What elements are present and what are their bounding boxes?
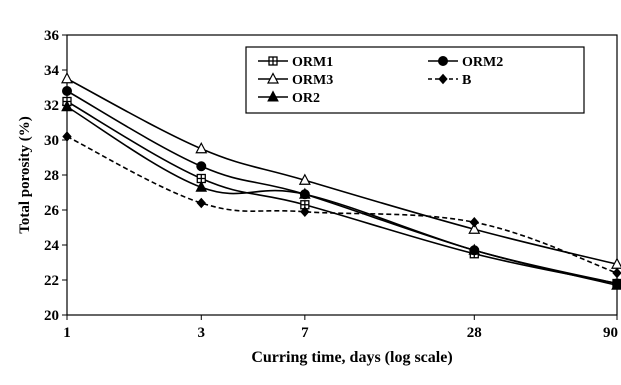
series-line-or2 xyxy=(66,106,618,287)
series-line-b xyxy=(66,135,618,274)
data-point-or2 xyxy=(611,278,621,290)
x-tick-label: 7 xyxy=(301,325,309,341)
x-tick-label: 90 xyxy=(603,325,618,341)
legend-marker-orm3 xyxy=(267,72,279,84)
legend-item-orm2: ORM2 xyxy=(428,55,503,70)
legend-marker-orm1 xyxy=(268,56,278,66)
series-or2 xyxy=(61,100,621,290)
legend-marker-orm2 xyxy=(438,56,448,66)
y-tick-label: 28 xyxy=(44,168,59,184)
series-layer xyxy=(61,71,621,290)
data-point-orm3 xyxy=(468,222,481,234)
data-point-b xyxy=(62,131,72,142)
x-tick-label: 1 xyxy=(63,325,71,341)
y-tick-label: 36 xyxy=(44,28,60,44)
data-point-b xyxy=(469,216,479,228)
data-point-orm3 xyxy=(61,71,73,84)
y-tick-label: 22 xyxy=(44,273,59,289)
legend-label-orm2: ORM2 xyxy=(462,55,503,70)
data-point-or2 xyxy=(61,100,73,112)
legend-label-orm3: ORM3 xyxy=(292,73,333,88)
legend-label-b: B xyxy=(462,73,471,88)
legend-item-orm1: ORM1 xyxy=(258,55,333,70)
series-orm1 xyxy=(62,96,621,289)
data-point-b xyxy=(612,267,621,279)
y-axis-title: Total porosity (%) xyxy=(17,116,33,234)
y-tick-label: 32 xyxy=(44,98,59,114)
legend-label-orm1: ORM1 xyxy=(292,55,333,70)
legend-marker-or2 xyxy=(267,90,279,102)
legend-item-orm3: ORM3 xyxy=(258,72,333,88)
data-point-b xyxy=(196,197,206,209)
y-tick-label: 20 xyxy=(44,308,59,324)
legend-item-b: B xyxy=(428,73,471,88)
y-tick-label: 34 xyxy=(44,63,60,79)
x-tick-label: 3 xyxy=(198,325,206,341)
legend-label-or2: OR2 xyxy=(292,91,320,106)
x-axis: 1 3 7 28 90 xyxy=(63,315,618,341)
legend: ORM1 ORM2 ORM3 B OR2 xyxy=(245,46,585,114)
x-tick-label: 28 xyxy=(467,325,482,341)
legend-item-or2: OR2 xyxy=(258,90,320,106)
data-point-orm3 xyxy=(195,141,208,154)
series-line-orm2 xyxy=(66,90,618,285)
legend-marker-b xyxy=(438,73,448,85)
data-point-orm3 xyxy=(298,173,311,185)
y-tick-label: 26 xyxy=(44,203,60,219)
legend-box xyxy=(245,46,585,114)
y-tick-label: 30 xyxy=(44,133,59,149)
x-axis-title: Curring time, days (log scale) xyxy=(251,349,452,366)
data-point-b xyxy=(300,206,310,218)
y-tick-label: 24 xyxy=(44,238,60,254)
data-point-or2 xyxy=(299,187,311,199)
series-line-orm1 xyxy=(66,100,618,285)
data-point-or2 xyxy=(195,180,208,192)
series-b xyxy=(62,131,621,279)
y-axis: 20 22 24 26 28 30 32 34 36 xyxy=(44,28,67,324)
data-point-orm2 xyxy=(62,86,72,96)
series-orm2 xyxy=(62,86,621,289)
series-line-orm3 xyxy=(66,78,618,266)
data-point-orm2 xyxy=(196,161,207,172)
series-orm3 xyxy=(61,71,621,269)
data-point-or2 xyxy=(468,243,481,255)
